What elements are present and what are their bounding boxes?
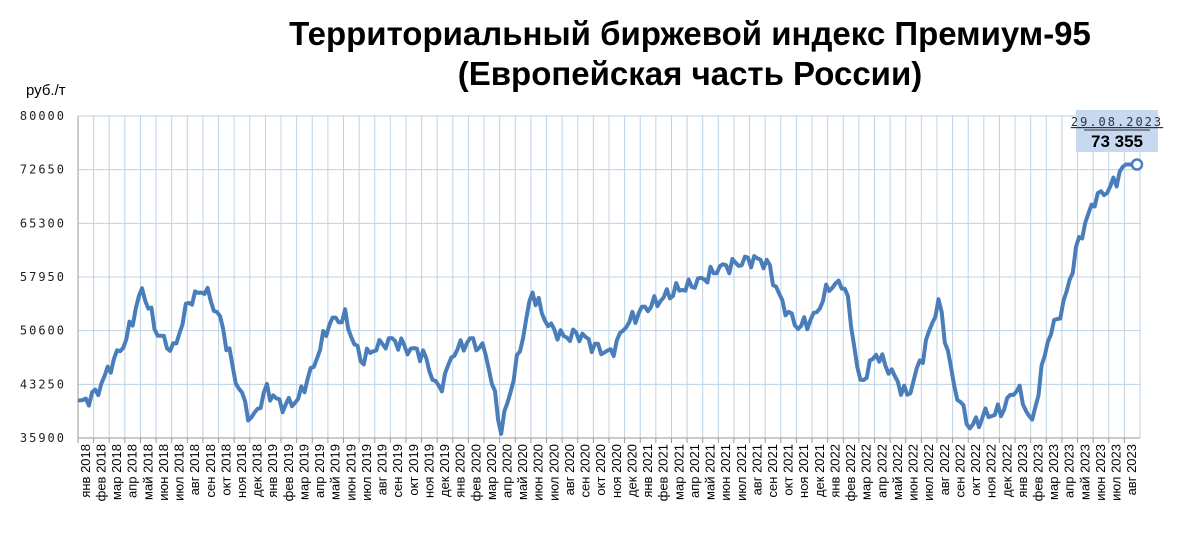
- y-tick-label: 43250: [20, 377, 66, 391]
- x-tick-label: май 2023: [1077, 444, 1092, 500]
- x-tick-label: ноя 2018: [234, 444, 249, 498]
- x-tick-labels: янв 2018 фев 2018 мар 2018 апр 2018 май 2018…: [78, 444, 1139, 501]
- x-tick-label: сен 2018: [203, 444, 218, 497]
- x-tick-label: мар 2018: [109, 444, 124, 500]
- x-tick-label: сен 2020: [578, 444, 593, 497]
- x-tick-label: фев 2022: [843, 444, 858, 501]
- x-tick-label: сен 2021: [765, 444, 780, 497]
- x-tick-label: окт 2019: [406, 444, 421, 496]
- x-tick-label: май 2018: [140, 444, 155, 500]
- x-tick-label: авг 2022: [937, 444, 952, 495]
- x-tick-label: май 2019: [328, 444, 343, 500]
- x-tick-label: ноя 2020: [609, 444, 624, 498]
- x-tick-label: дек 2018: [250, 444, 265, 497]
- x-tick-label: июл 2019: [359, 444, 374, 501]
- x-tick-label: окт 2022: [968, 444, 983, 496]
- x-tick-label: ноя 2022: [984, 444, 999, 498]
- x-tick-label: фев 2020: [468, 444, 483, 501]
- x-tick-label: июн 2018: [156, 444, 171, 501]
- x-tick-label: май 2021: [703, 444, 718, 500]
- x-tick-label: дек 2020: [624, 444, 639, 497]
- y-tick-label: 80000: [20, 109, 66, 123]
- x-tick-label: авг 2020: [562, 444, 577, 495]
- callout-date: 29.08.2023: [1071, 115, 1163, 129]
- y-tick-label: 65300: [20, 216, 66, 230]
- x-tick-label: мар 2019: [296, 444, 311, 500]
- x-tick-label: июл 2020: [546, 444, 561, 501]
- x-tick-label: фев 2018: [93, 444, 108, 501]
- x-tick-label: мар 2021: [671, 444, 686, 500]
- x-tick-label: фев 2021: [656, 444, 671, 501]
- x-tick-label: май 2020: [515, 444, 530, 500]
- y-tick-labels: 80000 72650 65300 57950 50600 43250 35900: [20, 109, 66, 445]
- x-tick-label: июн 2023: [1093, 444, 1108, 501]
- y-tick-label: 35900: [20, 431, 66, 445]
- x-tick-label: ноя 2021: [796, 444, 811, 498]
- x-tick-label: янв 2022: [827, 444, 842, 498]
- chart-title-line-1: Территориальный биржевой индекс Премиум-…: [289, 15, 1091, 52]
- last-value-callout: 29.08.2023 73 355: [1071, 110, 1163, 152]
- axes: [77, 116, 1140, 443]
- x-tick-label: янв 2019: [265, 444, 280, 498]
- x-tick-label: апр 2021: [687, 444, 702, 498]
- series-layer: [77, 158, 1144, 436]
- x-tick-label: авг 2019: [375, 444, 390, 495]
- x-tick-label: май 2022: [890, 444, 905, 500]
- x-tick-label: апр 2023: [1062, 444, 1077, 498]
- x-tick-label: авг 2018: [187, 444, 202, 495]
- x-tick-label: янв 2023: [1015, 444, 1030, 498]
- y-tick-label: 50600: [20, 324, 66, 338]
- x-tick-label: авг 2023: [1124, 444, 1139, 495]
- x-tick-label: мар 2020: [484, 444, 499, 500]
- x-tick-label: апр 2019: [312, 444, 327, 498]
- x-tick-label: дек 2022: [999, 444, 1014, 497]
- x-tick-label: июл 2018: [172, 444, 187, 501]
- x-tick-label: янв 2020: [453, 444, 468, 498]
- x-tick-label: июн 2020: [531, 444, 546, 501]
- x-tick-label: окт 2020: [593, 444, 608, 496]
- x-tick-label: июн 2022: [906, 444, 921, 501]
- x-tick-label: дек 2019: [437, 444, 452, 497]
- x-tick-label: апр 2018: [125, 444, 140, 498]
- x-tick-label: июл 2022: [921, 444, 936, 501]
- x-tick-label: авг 2021: [749, 444, 764, 495]
- x-tick-label: июн 2021: [718, 444, 733, 501]
- last-point-marker: [1130, 158, 1144, 171]
- x-tick-label: янв 2021: [640, 444, 655, 498]
- x-tick-label: дек 2021: [812, 444, 827, 497]
- callout-value: 73 355: [1091, 132, 1143, 151]
- x-tick-label: сен 2022: [952, 444, 967, 497]
- chart-title-line-2: (Европейская часть России): [457, 55, 923, 92]
- callout-box: [1076, 110, 1158, 152]
- x-tick-label: ноя 2019: [421, 444, 436, 498]
- x-tick-label: мар 2023: [1046, 444, 1061, 500]
- x-tick-label: янв 2018: [78, 444, 93, 498]
- x-tick-label: июл 2023: [1109, 444, 1124, 501]
- y-axis-label: руб./т: [26, 82, 66, 99]
- grid-lines: [77, 115, 1141, 438]
- x-tick-label: окт 2018: [218, 444, 233, 496]
- x-tick-label: апр 2022: [874, 444, 889, 498]
- x-tick-label: мар 2022: [859, 444, 874, 500]
- x-tick-label: апр 2020: [499, 444, 514, 498]
- x-tick-label: фев 2019: [281, 444, 296, 501]
- x-tick-label: июл 2021: [734, 444, 749, 501]
- y-tick-label: 72650: [20, 163, 66, 177]
- x-tick-label: фев 2023: [1030, 444, 1045, 501]
- x-tick-label: июн 2019: [343, 444, 358, 501]
- x-tick-label: сен 2019: [390, 444, 405, 497]
- series-line-premium-95: [77, 162, 1139, 436]
- chart-title: Территориальный биржевой индекс Премиум-…: [0, 14, 1200, 94]
- y-tick-label: 57950: [20, 270, 66, 284]
- x-tick-label: окт 2021: [781, 444, 796, 496]
